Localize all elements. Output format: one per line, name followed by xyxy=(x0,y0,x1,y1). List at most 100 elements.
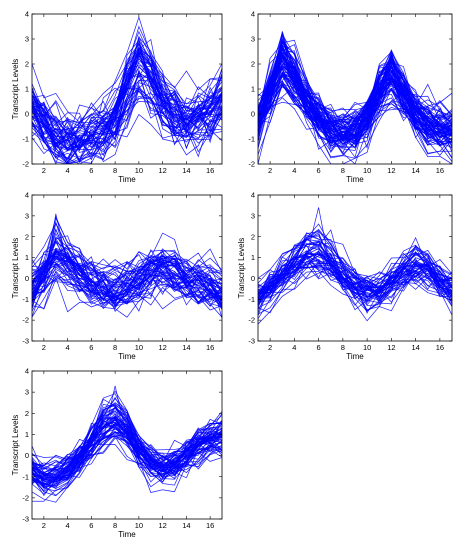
series-line xyxy=(32,390,222,473)
y-tick-label: -2 xyxy=(248,316,255,325)
y-tick-label: 0 xyxy=(25,451,29,460)
y-tick-label: 1 xyxy=(25,253,29,262)
y-tick-label: 1 xyxy=(25,85,29,94)
x-tick-label: 8 xyxy=(113,521,117,530)
y-tick-label: -2 xyxy=(248,160,255,169)
x-tick-label: 4 xyxy=(292,343,296,352)
x-tick-label: 6 xyxy=(89,521,93,530)
series-line xyxy=(258,42,452,133)
series-line xyxy=(258,253,452,290)
series-line xyxy=(258,264,452,302)
x-tick-label: 12 xyxy=(158,343,166,352)
y-tick-label: -1 xyxy=(22,295,29,304)
series-line xyxy=(258,260,452,325)
series-line xyxy=(32,426,222,489)
x-tick-label: 10 xyxy=(135,521,143,530)
x-tick-label: 12 xyxy=(387,343,395,352)
y-tick-label: -2 xyxy=(22,493,29,502)
y-tick-label: 4 xyxy=(25,367,29,376)
series-line xyxy=(258,52,452,164)
axes-frame xyxy=(31,194,223,342)
series-traces xyxy=(32,213,222,319)
x-tick-label: 14 xyxy=(182,521,190,530)
x-tick-label: 8 xyxy=(341,166,345,175)
x-tick-label: 16 xyxy=(436,343,444,352)
series-line xyxy=(32,423,222,503)
x-tick-label: 2 xyxy=(268,343,272,352)
series-line xyxy=(32,222,222,280)
series-line xyxy=(32,432,222,477)
y-tick-label: 1 xyxy=(251,85,255,94)
axes-frame xyxy=(257,194,453,342)
y-tick-label: -1 xyxy=(248,135,255,144)
x-tick-label: 16 xyxy=(206,343,214,352)
series-line xyxy=(32,276,222,318)
x-tick-label: 8 xyxy=(113,343,117,352)
y-tick-label: -3 xyxy=(22,515,29,524)
x-tick-label: 12 xyxy=(387,166,395,175)
series-traces xyxy=(32,385,222,503)
series-line xyxy=(32,250,222,302)
series-line xyxy=(32,270,222,309)
series-traces xyxy=(32,15,222,164)
x-tick-label: 6 xyxy=(317,343,321,352)
series-line xyxy=(32,251,222,299)
series-line xyxy=(258,261,452,302)
x-tick-label: 6 xyxy=(89,166,93,175)
series-line xyxy=(258,262,452,300)
series-line xyxy=(32,86,222,164)
series-line xyxy=(32,236,222,297)
y-tick-label: 0 xyxy=(251,110,255,119)
y-tick-label: 2 xyxy=(251,232,255,241)
x-tick-label: 10 xyxy=(135,166,143,175)
series-line xyxy=(258,70,452,147)
y-tick-label: -3 xyxy=(22,337,29,346)
series-line xyxy=(258,270,452,302)
y-tick-label: 1 xyxy=(25,430,29,439)
series-line xyxy=(258,228,452,297)
series-line xyxy=(32,46,222,153)
series-line xyxy=(32,72,222,160)
series-line xyxy=(32,46,222,135)
x-tick-label: 2 xyxy=(268,166,272,175)
x-tick-label: 14 xyxy=(411,343,419,352)
series-line xyxy=(32,255,222,305)
x-axis-label: Time xyxy=(346,352,364,361)
series-line xyxy=(32,435,222,483)
series-line xyxy=(258,252,452,292)
y-axis-label: Transcript Levels xyxy=(237,238,246,299)
y-tick-label: 4 xyxy=(25,191,29,200)
series-line xyxy=(32,75,222,164)
x-tick-label: 4 xyxy=(66,521,70,530)
y-tick-label: -2 xyxy=(22,160,29,169)
series-line xyxy=(32,25,222,163)
series-line xyxy=(32,110,222,163)
series-traces xyxy=(258,31,452,164)
x-tick-label: 4 xyxy=(292,166,296,175)
x-tick-label: 10 xyxy=(135,343,143,352)
series-line xyxy=(258,84,452,145)
x-tick-label: 12 xyxy=(158,521,166,530)
series-line xyxy=(32,434,222,489)
y-tick-label: 2 xyxy=(25,60,29,69)
series-line xyxy=(258,231,452,297)
series-line xyxy=(32,239,222,302)
x-tick-label: 2 xyxy=(42,343,46,352)
x-axis-label: Time xyxy=(118,175,136,184)
series-line xyxy=(32,418,222,502)
series-line xyxy=(258,39,452,136)
series-line xyxy=(258,44,452,125)
x-tick-label: 14 xyxy=(411,166,419,175)
y-tick-label: 0 xyxy=(25,274,29,283)
series-line xyxy=(258,258,452,298)
y-tick-label: -1 xyxy=(248,295,255,304)
y-tick-label: 3 xyxy=(25,35,29,44)
y-axis-label: Transcript Levels xyxy=(11,59,20,120)
x-tick-label: 16 xyxy=(436,166,444,175)
y-tick-label: -2 xyxy=(22,316,29,325)
